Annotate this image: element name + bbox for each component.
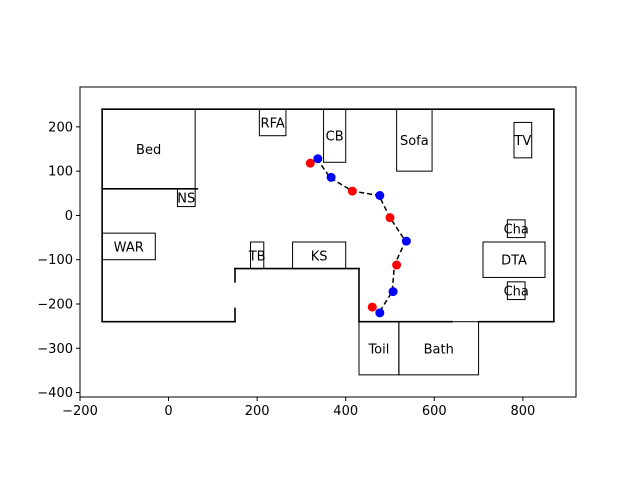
room-label: TB	[248, 249, 266, 264]
x-tick-label: 0	[164, 404, 172, 419]
y-tick-label: −300	[37, 342, 73, 357]
y-tick-label: 0	[65, 209, 73, 224]
room-label: TV	[513, 134, 531, 149]
blue-point	[326, 172, 336, 182]
blue-point	[375, 191, 385, 200]
room-label: Toil	[367, 342, 389, 357]
blue-point	[313, 154, 323, 164]
x-tick-label: 200	[245, 404, 270, 419]
room-label: CB	[326, 130, 344, 145]
room-label: Bath	[424, 342, 454, 357]
room-label: Cha	[504, 223, 529, 238]
room-label: WAR	[114, 240, 144, 255]
room-label: Cha	[504, 285, 529, 300]
room-label: KS	[311, 249, 328, 264]
red-point	[367, 302, 377, 312]
x-tick-label: 800	[510, 404, 535, 419]
y-tick-label: −200	[37, 298, 73, 313]
room-label: NS	[177, 192, 195, 207]
y-tick-label: −100	[37, 253, 73, 268]
walls-layer	[101, 108, 555, 323]
room-label: Bed	[136, 143, 161, 158]
blue-point	[401, 236, 411, 246]
x-tick-label: −200	[62, 404, 98, 419]
ticks-layer: −200 0 200 400 600 800 −400 −300 −200 −100 0 100 200	[37, 120, 535, 419]
y-tick-label: 200	[48, 120, 73, 135]
points-layer	[305, 154, 411, 318]
y-tick-label: −400	[37, 386, 73, 401]
rooms-layer: Bed RFA CB Sofa TV NS WAR TB KS Cha DTA Cha Toil Bath	[101, 108, 546, 376]
room-box	[513, 121, 533, 159]
x-tick-label: 400	[333, 404, 358, 419]
blue-point	[388, 287, 398, 297]
red-point	[385, 213, 395, 223]
room-label: RFA	[261, 116, 285, 131]
red-point	[392, 260, 402, 270]
room-box	[506, 219, 526, 239]
blue-point	[375, 308, 385, 318]
x-tick-label: 600	[422, 404, 447, 419]
y-tick-label: 100	[48, 165, 73, 180]
room-box	[506, 281, 526, 301]
room-label: Sofa	[400, 134, 429, 149]
red-point	[305, 158, 315, 168]
red-point	[347, 186, 357, 196]
axes-frame	[79, 86, 577, 398]
room-box	[482, 241, 546, 278]
room-label: DTA	[501, 254, 527, 269]
